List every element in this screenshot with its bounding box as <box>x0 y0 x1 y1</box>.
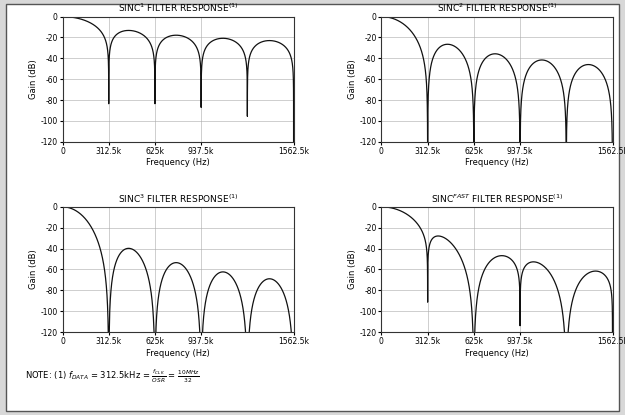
Y-axis label: Gain (dB): Gain (dB) <box>348 249 356 289</box>
X-axis label: Frequency (Hz): Frequency (Hz) <box>146 159 210 167</box>
Title: SINC$^2$ FILTER RESPONSE$^{(1)}$: SINC$^2$ FILTER RESPONSE$^{(1)}$ <box>437 2 558 15</box>
X-axis label: Frequency (Hz): Frequency (Hz) <box>465 349 529 358</box>
X-axis label: Frequency (Hz): Frequency (Hz) <box>465 159 529 167</box>
X-axis label: Frequency (Hz): Frequency (Hz) <box>146 349 210 358</box>
Title: SINC$^3$ FILTER RESPONSE$^{(1)}$: SINC$^3$ FILTER RESPONSE$^{(1)}$ <box>118 192 238 205</box>
Title: SINC$^1$ FILTER RESPONSE$^{(1)}$: SINC$^1$ FILTER RESPONSE$^{(1)}$ <box>118 2 238 15</box>
Title: SINC$^{FAST}$ FILTER RESPONSE$^{(1)}$: SINC$^{FAST}$ FILTER RESPONSE$^{(1)}$ <box>431 192 563 205</box>
Y-axis label: Gain (dB): Gain (dB) <box>29 249 38 289</box>
Y-axis label: Gain (dB): Gain (dB) <box>29 59 38 99</box>
Text: NOTE: (1) $f_{DATA}$ = 312.5kHz = $\frac{f_{CLK}}{OSR}$ = $\frac{10MHz}{32}$: NOTE: (1) $f_{DATA}$ = 312.5kHz = $\frac… <box>25 367 200 385</box>
Y-axis label: Gain (dB): Gain (dB) <box>348 59 356 99</box>
